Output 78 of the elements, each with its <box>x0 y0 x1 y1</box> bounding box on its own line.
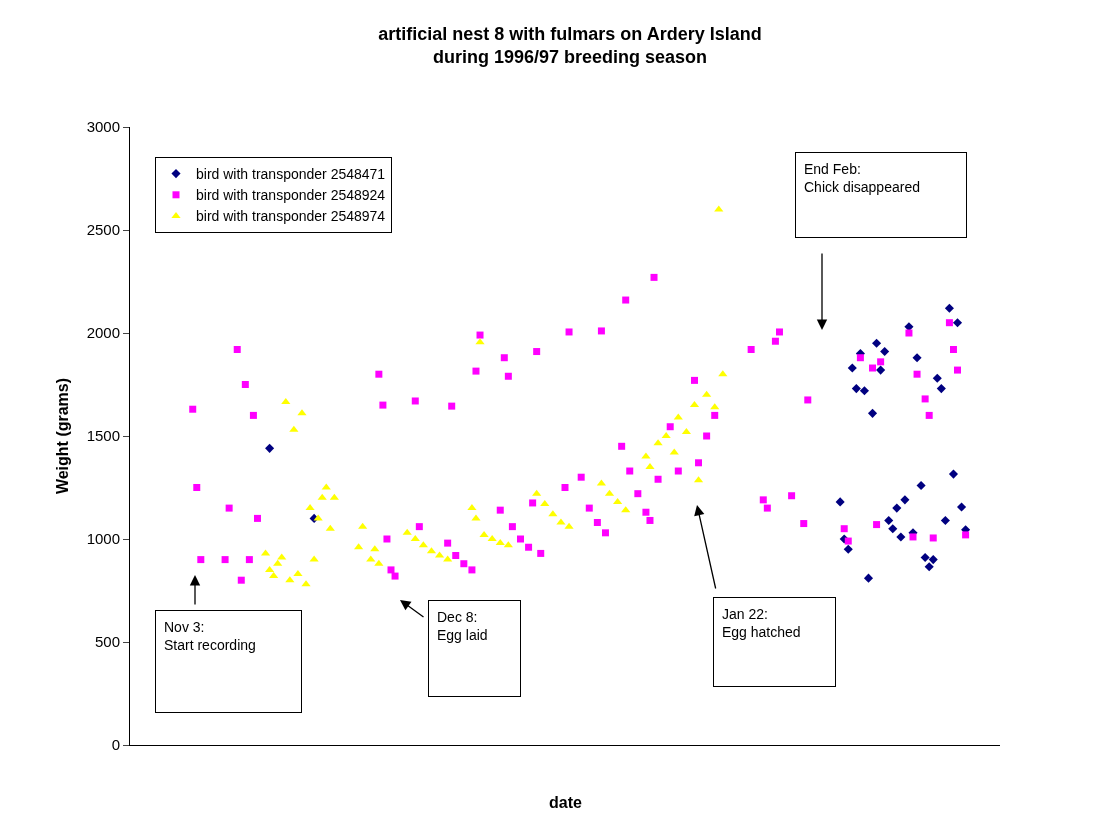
point <box>281 398 291 405</box>
point <box>269 572 279 579</box>
point <box>863 573 874 583</box>
point <box>916 480 926 490</box>
y-tick-label: 2500 <box>86 221 120 239</box>
point <box>467 504 477 511</box>
point <box>277 553 287 560</box>
y-tick-label: 500 <box>94 633 120 651</box>
point <box>835 497 845 507</box>
y-tick-label: 1000 <box>86 530 120 548</box>
annotation: Nov 3: Start recording <box>164 619 256 654</box>
point <box>321 483 331 490</box>
point <box>354 543 364 550</box>
point <box>948 469 959 479</box>
point <box>896 532 906 542</box>
point <box>876 365 886 375</box>
point <box>503 541 513 548</box>
legend-label: bird with transponder 2548974 <box>196 208 386 225</box>
point <box>325 524 335 531</box>
point <box>851 384 861 394</box>
point <box>900 495 910 505</box>
point <box>305 504 315 511</box>
point <box>936 384 946 394</box>
point <box>880 346 890 357</box>
y-tick-label: 3000 <box>86 118 120 136</box>
point <box>912 353 922 363</box>
point <box>702 390 712 397</box>
annotation: End Feb: Chick disappeared <box>804 161 920 196</box>
point <box>920 552 930 563</box>
y-tick-label: 2000 <box>86 324 120 342</box>
point <box>564 522 574 529</box>
point <box>329 493 339 500</box>
point <box>532 489 542 496</box>
legend-label: bird with transponder 2548471 <box>196 166 386 183</box>
annotation: Dec 8: Egg laid <box>437 609 488 644</box>
point <box>495 539 505 546</box>
annotation: Jan 22: Egg hatched <box>722 606 801 641</box>
point <box>374 559 384 566</box>
point <box>718 370 728 377</box>
point <box>641 452 651 459</box>
point <box>293 570 303 577</box>
point <box>924 562 934 572</box>
x-axis-title: date <box>549 794 582 811</box>
point <box>843 544 853 554</box>
point <box>317 493 327 500</box>
point <box>265 443 275 453</box>
point <box>645 462 655 469</box>
y-tick-label: 1500 <box>86 427 120 445</box>
point <box>358 522 368 529</box>
point <box>710 403 720 410</box>
point <box>928 555 938 565</box>
point <box>366 555 376 562</box>
point <box>940 515 950 526</box>
point <box>289 425 299 432</box>
chart-title: artificial nest 8 with fulmars on Ardery Island during 1996/97 breeding season <box>378 24 762 68</box>
point <box>309 555 319 562</box>
point <box>402 528 412 535</box>
point <box>888 524 898 534</box>
point <box>867 408 878 418</box>
point <box>892 503 902 513</box>
point <box>443 555 453 562</box>
point <box>944 303 954 313</box>
point <box>418 541 428 548</box>
point <box>847 363 857 373</box>
point <box>957 502 967 512</box>
point <box>952 318 963 328</box>
point <box>556 518 566 525</box>
y-tick-label: 0 <box>111 736 120 754</box>
point <box>872 338 882 348</box>
point <box>273 559 283 566</box>
point <box>932 373 942 383</box>
point <box>621 506 631 513</box>
y-axis-title: Weight (grams) <box>53 377 71 495</box>
point <box>540 499 550 506</box>
point <box>859 386 869 396</box>
point <box>884 515 894 526</box>
legend-label: bird with transponder 2548924 <box>196 187 386 204</box>
point <box>479 530 489 537</box>
